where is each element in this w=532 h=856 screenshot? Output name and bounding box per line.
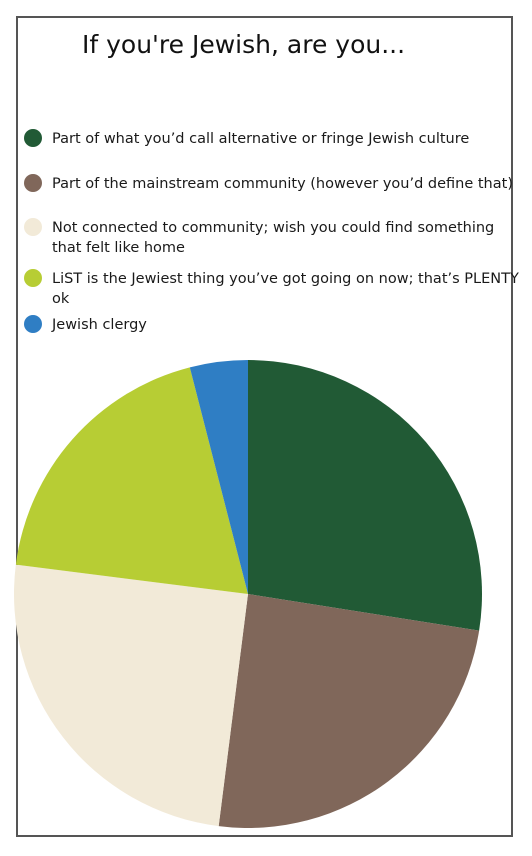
slice-alternative — [248, 360, 482, 631]
legend-item-alternative: Part of what you’d call alternative or f… — [24, 129, 469, 149]
legend-label: LiST is the Jewiest thing you’ve got goi… — [52, 271, 519, 307]
legend-swatch — [24, 218, 42, 236]
legend-swatch — [24, 174, 42, 192]
legend-label: Part of the mainstream community (howeve… — [52, 176, 513, 192]
legend-item-mainstream: Part of the mainstream community (howeve… — [24, 174, 513, 194]
legend-label: Jewish clergy — [52, 317, 147, 333]
chart-title: If you're Jewish, are you... — [82, 30, 406, 59]
legend-item-clergy: Jewish clergy — [24, 315, 147, 335]
legend-swatch — [24, 315, 42, 333]
legend-item-list: LiST is the Jewiest thing you’ve got goi… — [24, 269, 532, 309]
slice-mainstream — [218, 594, 480, 828]
legend-label: Part of what you’d call alternative or f… — [52, 131, 470, 147]
slice-clergy — [189, 360, 248, 594]
legend-swatch — [24, 129, 42, 147]
slice-list — [15, 367, 249, 594]
legend-label: Not connected to community; wish you cou… — [52, 220, 495, 256]
slice-not-connected — [13, 564, 248, 827]
chart-frame — [16, 16, 513, 837]
legend-swatch — [24, 269, 42, 287]
legend-item-not-connected: Not connected to community; wish you cou… — [24, 218, 494, 258]
